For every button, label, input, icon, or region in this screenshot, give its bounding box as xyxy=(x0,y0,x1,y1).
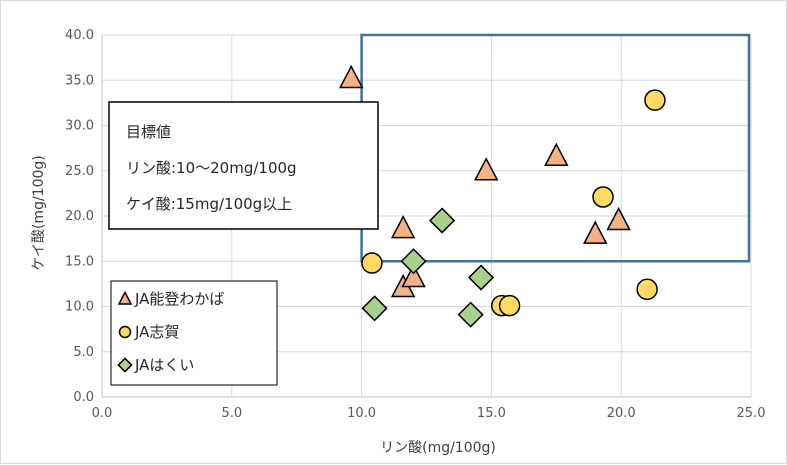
annotation-box xyxy=(108,101,379,230)
data-point-triangle xyxy=(544,142,569,167)
axes xyxy=(101,35,751,398)
y-tick-label: 15.0 xyxy=(65,254,94,269)
data-point-triangle xyxy=(401,263,426,288)
data-point-circle xyxy=(644,89,666,111)
tick-labels: 0.0 5.0 10.0 15.0 20.0 25.0 30.0 35.0 40.0 0.0 5.0… xyxy=(65,28,765,421)
legend-marker-diamond xyxy=(117,357,133,373)
y-tick-label: 0.0 xyxy=(73,390,94,405)
data-point-triangle xyxy=(473,157,499,181)
y-tick-label: 35.0 xyxy=(65,73,94,88)
x-tick-label: 5.0 xyxy=(221,406,242,421)
x-tick-label: 0.0 xyxy=(92,406,113,421)
x-axis-title: リン酸(mg/100g) xyxy=(380,440,496,456)
legend-label: JA能登わかば xyxy=(134,290,224,308)
data-point-circle xyxy=(498,294,521,317)
data-point-diamond xyxy=(429,207,456,234)
data-point-triangle xyxy=(606,206,631,231)
legend-label: JAはくい xyxy=(134,356,194,374)
x-tick-label: 25.0 xyxy=(737,406,766,421)
legend-marker-circle xyxy=(118,325,132,339)
legend-label: JA志賀 xyxy=(134,323,179,341)
data-point-diamond xyxy=(361,295,388,322)
annotation-line-3: ケイ酸:15mg/100g以上 xyxy=(126,195,292,213)
data-points xyxy=(338,64,666,328)
data-point-triangle xyxy=(338,64,364,89)
y-tick-label: 20.0 xyxy=(65,209,94,224)
target-annotation: 目標値 リン酸:10〜20mg/100g ケイ酸:15mg/100g以上 xyxy=(108,101,379,230)
data-point-circle xyxy=(636,278,658,301)
legend: JA能登わかば JA志賀 JAはくい xyxy=(110,280,278,386)
data-point-triangle xyxy=(583,220,608,244)
legend-marker-triangle xyxy=(117,290,133,305)
data-point-triangle xyxy=(390,215,416,239)
data-point-diamond xyxy=(467,264,495,291)
data-point-circle xyxy=(592,186,614,208)
annotation-line-2: リン酸:10〜20mg/100g xyxy=(126,159,297,177)
x-tick-label: 20.0 xyxy=(607,406,636,421)
y-tick-label: 25.0 xyxy=(65,164,94,179)
y-tick-label: 10.0 xyxy=(65,300,94,315)
y-tick-label: 30.0 xyxy=(65,119,94,134)
y-axis-title: ケイ酸(mg/100g) xyxy=(31,155,47,271)
annotation-line-1: 目標値 xyxy=(126,123,171,141)
x-tick-label: 15.0 xyxy=(477,406,506,421)
data-point-circle xyxy=(361,252,383,274)
data-point-diamond xyxy=(457,301,484,328)
x-tick-label: 10.0 xyxy=(347,406,376,421)
legend-box xyxy=(110,280,278,386)
y-tick-label: 40.0 xyxy=(65,28,94,43)
data-point-diamond xyxy=(400,248,427,275)
y-tick-label: 5.0 xyxy=(73,345,94,360)
